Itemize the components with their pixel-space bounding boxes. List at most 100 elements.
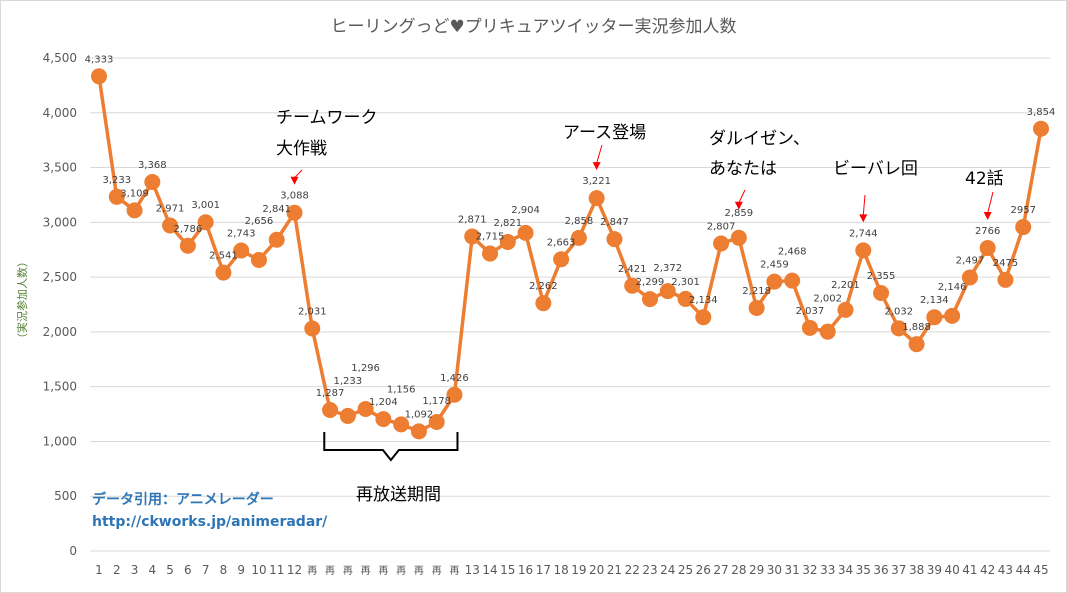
data-point [322, 402, 339, 419]
x-tick-label: 再 [325, 565, 335, 577]
x-tick-label: 14 [482, 563, 497, 577]
x-tick-label: 13 [465, 563, 480, 577]
x-tick-label: 再 [361, 565, 371, 577]
annotation-arrow [862, 194, 866, 216]
data-label: 1,178 [422, 396, 451, 407]
x-tick-label: 再 [307, 565, 317, 577]
data-label: 2,859 [725, 208, 754, 219]
data-point [997, 271, 1014, 288]
annotation-teamwork-2: 大作戦 [276, 139, 327, 159]
annotation-rebroadcast: 再放送期間 [356, 485, 441, 505]
x-tick-label: 12 [287, 563, 302, 577]
data-label: 2,871 [458, 214, 487, 225]
data-label: 2,807 [707, 221, 736, 232]
x-tick-label: 4 [149, 563, 157, 577]
chart-title: ヒーリングっど♥プリキュアツイッター実況参加人数 [330, 17, 737, 37]
x-tick-label: 10 [251, 563, 266, 577]
data-label: 1,888 [902, 322, 931, 333]
data-label: 2,715 [476, 232, 505, 243]
data-point [979, 239, 996, 256]
data-point [233, 242, 250, 259]
data-point [428, 413, 445, 430]
data-point [855, 242, 872, 259]
annotation-bibare: ビーバレ回 [833, 159, 918, 179]
data-point [179, 237, 196, 254]
data-point [766, 273, 783, 290]
data-label: 1,296 [351, 363, 380, 374]
x-tick-label: 44 [1016, 563, 1031, 577]
data-label: 2,301 [671, 277, 700, 288]
data-point [588, 190, 605, 207]
x-tick-label: 20 [589, 563, 604, 577]
data-label: 2957 [1010, 205, 1035, 216]
data-label: 2,218 [742, 286, 771, 297]
x-tick-label: 再 [396, 565, 406, 577]
x-tick-label: 34 [838, 563, 853, 577]
data-label: 2,134 [689, 295, 718, 306]
arrow-head-icon [734, 201, 743, 210]
annotation-ep42: 42話 [965, 169, 1004, 189]
x-tick-label: 再 [414, 565, 424, 577]
x-tick-label: 18 [553, 563, 568, 577]
data-label: 1,233 [334, 376, 363, 387]
data-point [748, 300, 765, 317]
x-tick-label: 45 [1033, 563, 1048, 577]
arrow-head-icon [859, 214, 868, 223]
data-label: 2,971 [156, 204, 185, 215]
data-point [1033, 120, 1049, 137]
x-tick-label: 29 [749, 563, 764, 577]
data-label: 1,426 [440, 373, 469, 384]
data-label: 3,233 [102, 175, 131, 186]
data-point [837, 301, 854, 318]
data-label: 2475 [993, 258, 1018, 269]
data-point [126, 202, 143, 219]
x-tick-label: 16 [518, 563, 533, 577]
data-label: 2,744 [849, 228, 878, 239]
data-point [890, 320, 907, 337]
annotation-arrow [294, 169, 303, 179]
x-tick-label: 9 [237, 563, 245, 577]
data-label: 2,459 [760, 260, 789, 271]
x-tick-label: 31 [785, 563, 800, 577]
x-tick-label: 30 [767, 563, 782, 577]
rebroadcast-brace [323, 432, 459, 462]
x-tick-label: 6 [184, 563, 192, 577]
x-tick-label: 1 [95, 563, 103, 577]
data-label: 2,847 [600, 217, 629, 228]
x-tick-label: 27 [713, 563, 728, 577]
x-tick-label: 37 [891, 563, 906, 577]
data-point [926, 309, 943, 326]
annotation-daruizen-2: あなたは [709, 159, 777, 179]
source-url[interactable]: http://ckworks.jp/animeradar/ [92, 514, 328, 530]
x-tick-label: 再 [432, 565, 442, 577]
x-tick-label: 36 [873, 563, 888, 577]
data-point [91, 68, 107, 85]
data-label: 3,221 [582, 176, 611, 187]
data-point [304, 320, 321, 337]
data-label: 2,743 [227, 228, 256, 239]
data-label: 2,372 [653, 263, 682, 274]
y-tick-label: 1,000 [43, 434, 77, 448]
data-point [215, 264, 232, 281]
data-point [801, 319, 818, 336]
annotation-arrow [596, 144, 603, 164]
data-point [268, 231, 285, 248]
x-tick-label: 33 [820, 563, 835, 577]
data-label: 2,037 [796, 306, 825, 317]
data-point [162, 217, 179, 234]
y-tick-label: 500 [54, 489, 77, 503]
x-tick-label: 35 [856, 563, 871, 577]
data-label: 2,355 [867, 271, 896, 282]
x-tick-label: 17 [536, 563, 551, 577]
data-label: 2,656 [245, 216, 274, 227]
data-label: 2,497 [956, 255, 985, 266]
data-point [250, 252, 267, 269]
x-tick-label: 24 [660, 563, 675, 577]
data-label: 2,858 [565, 216, 594, 227]
annotation-teamwork-1: チームワーク [276, 108, 378, 128]
data-point [713, 235, 730, 252]
data-point [641, 291, 658, 308]
data-label: 3,854 [1027, 107, 1056, 118]
data-label: 3,088 [280, 191, 309, 202]
